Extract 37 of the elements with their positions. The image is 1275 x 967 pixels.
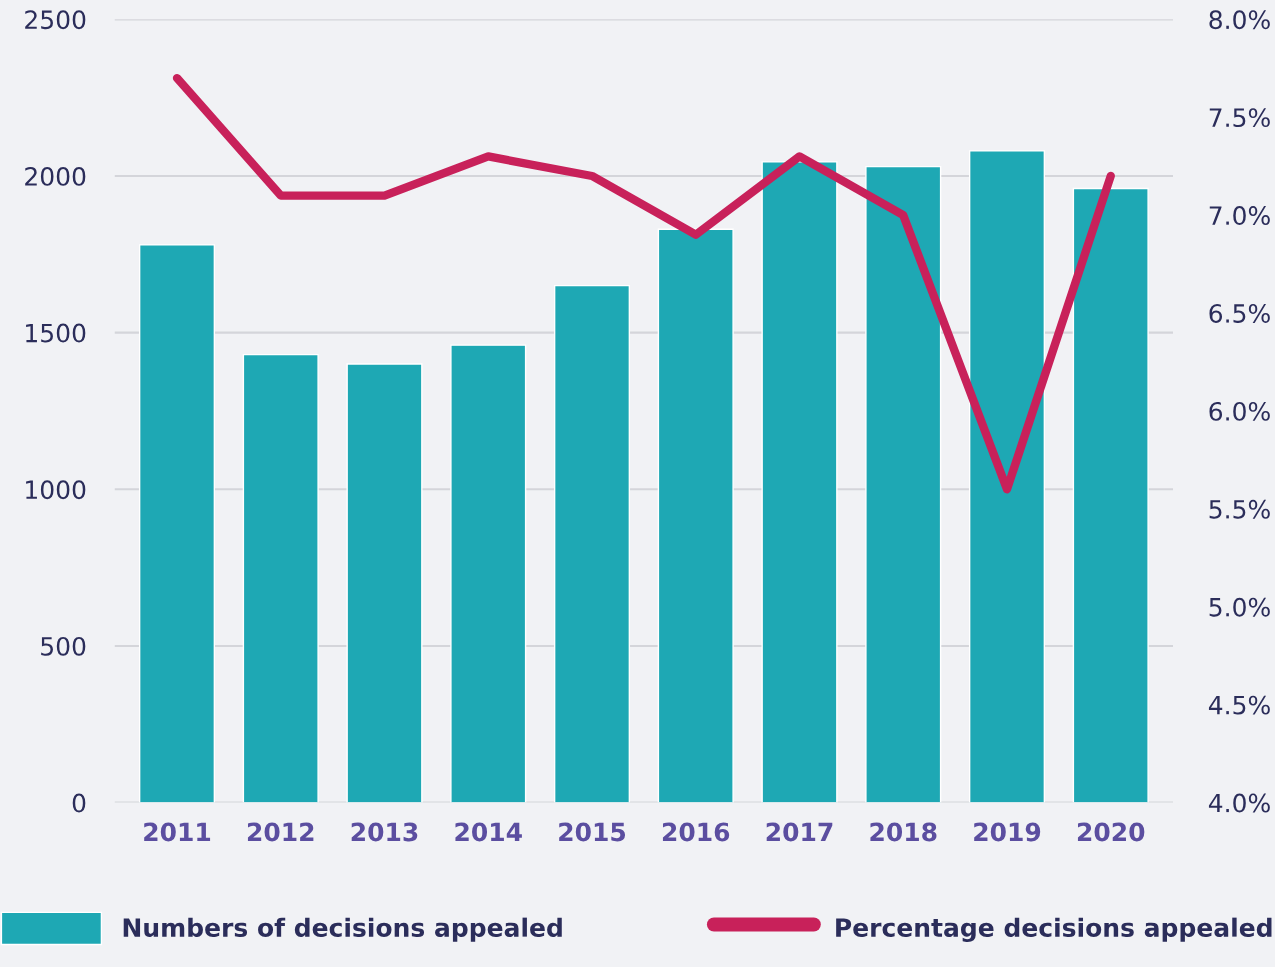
bar: [968, 150, 1046, 803]
x-tick-label: 2013: [351, 822, 418, 842]
legend-label: Numbers of decisions appealed: [123, 917, 562, 942]
y-tick-label: 1000: [26, 480, 86, 500]
x-tick-label: 2014: [455, 822, 522, 842]
y2-tick-label: 7.5%: [1209, 108, 1270, 128]
x-tick-label: 2018: [870, 822, 937, 842]
x-tick-label: 2015: [559, 822, 626, 842]
y-tick-label: 500: [41, 636, 86, 656]
bar: [1072, 187, 1149, 803]
x-tick-label: 2020: [1077, 822, 1145, 842]
y2-tick-label: 7.0%: [1209, 206, 1270, 226]
x-tick-label: 2012: [247, 822, 314, 842]
y-tick-label: 2500: [25, 10, 86, 30]
y2-tick-label: 5.0%: [1209, 597, 1270, 617]
y2-tick-label: 6.5%: [1209, 304, 1270, 323]
bar: [138, 244, 216, 803]
y2-tick-label: 8.0%: [1209, 10, 1270, 30]
y2-tick-label: 4.0%: [1208, 793, 1270, 813]
y2-tick-label: 5.5%: [1209, 499, 1270, 519]
y-tick-label: 1500: [26, 323, 86, 343]
bar: [242, 353, 319, 803]
x-tick-label: 2016: [662, 822, 730, 842]
bar: [553, 284, 631, 803]
legend-label: Percentage decisions appealed: [836, 917, 1272, 943]
x-tick-label: 2017: [766, 822, 833, 842]
bar: [865, 165, 942, 803]
y2-tick-label: 4.5%: [1208, 695, 1270, 715]
y-tick-label: 2000: [25, 166, 86, 186]
y-tick-label: 0: [72, 793, 86, 813]
bar: [761, 161, 838, 803]
bar: [657, 228, 734, 803]
bar: [346, 363, 423, 803]
bar: [450, 344, 527, 803]
y2-tick-label: 6.0%: [1209, 401, 1270, 421]
x-tick-label: 2011: [144, 822, 211, 842]
x-tick-label: 2019: [974, 822, 1041, 842]
